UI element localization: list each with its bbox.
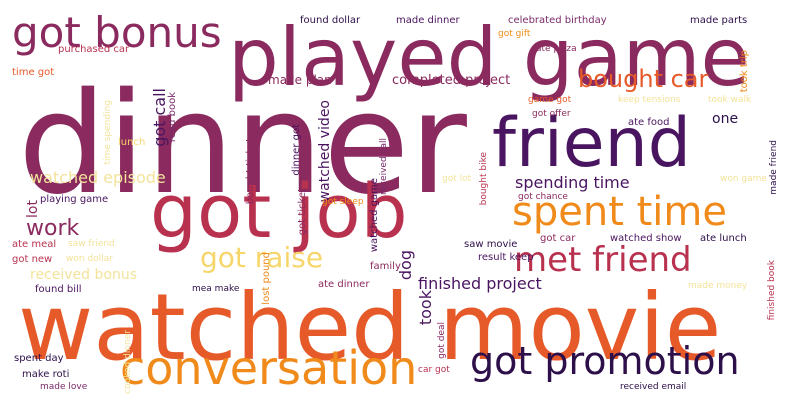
word-got-promotion: got promotion	[470, 339, 740, 383]
word-mea-make: mea make	[192, 284, 240, 294]
word-made-friend: made friend	[769, 140, 779, 195]
word-made-love: made love	[40, 382, 88, 392]
word-make-roti: make roti	[22, 369, 70, 380]
word-won-dollar: won dollar	[66, 254, 113, 264]
word-friend: friend	[492, 104, 691, 183]
word-took: took	[416, 290, 435, 326]
word-game-got: game got	[528, 95, 572, 105]
word-cooked-dinner: cooked dinner	[123, 330, 133, 394]
word-saw-movie: saw movie	[464, 239, 518, 250]
word-got-new: got new	[12, 254, 53, 265]
word-got-job: got job	[150, 169, 408, 255]
word-bought-bike: bought bike	[479, 152, 489, 206]
word-spent-day: spent day	[14, 353, 64, 364]
word-got-chance: got chance	[518, 192, 568, 202]
word-got-deal: got deal	[437, 322, 447, 359]
word-received-bonus: received bonus	[30, 267, 137, 283]
word-made-parts: made parts	[690, 15, 748, 26]
word-got-offer: got offer	[532, 109, 571, 119]
word-received-email: received email	[620, 382, 687, 392]
word-took-walk: took walk	[708, 95, 752, 105]
word-finished-book: finished book	[767, 260, 777, 321]
word-got-ticket: got ticket	[297, 188, 308, 236]
word-ate-food: ate food	[628, 117, 670, 128]
word-watched-game: watched game	[369, 178, 380, 253]
word-got-gift: got gift	[498, 29, 531, 39]
word-family: family	[370, 261, 401, 272]
word-purchased-car: purchased car	[58, 44, 130, 55]
word-finished-project: finished project	[418, 274, 542, 293]
word-got-car: got car	[540, 233, 576, 244]
word-played-game: played game	[228, 11, 750, 104]
word-watched-video: watched video	[317, 100, 333, 203]
word-keep-tensions: keep tensions	[618, 95, 681, 105]
word-lunch: lunch	[118, 137, 146, 148]
word-result-keep: result keep	[478, 252, 534, 263]
word-dinner-got: dinner got	[291, 124, 302, 176]
word-watched-movie: watched movie	[18, 274, 722, 381]
word-watched-episode: watched episode	[30, 168, 166, 187]
word-ate-dinner: ate dinner	[318, 279, 370, 290]
word-got-raise: got raise	[200, 241, 324, 274]
word-found-bill: found bill	[35, 284, 82, 295]
word-lot: lot	[25, 200, 41, 218]
word-ate-pizza: ate pizza	[536, 44, 577, 54]
word-ate-meal: ate meal	[12, 239, 57, 250]
word-car-got: car got	[418, 365, 450, 375]
word-spent-time: spent time	[512, 189, 727, 235]
word-made-plan: made plan	[268, 73, 332, 87]
word-got-lot: got lot	[442, 174, 472, 184]
word-found-dollar: found dollar	[300, 15, 361, 26]
word-got-sleep: got sleep	[322, 197, 364, 207]
word-made-money: made money	[688, 281, 748, 291]
word-spending-time: spending time	[515, 173, 630, 192]
word-got-call: got call	[150, 88, 169, 147]
word-completed-project: completed project	[392, 73, 511, 88]
word-received-call: received call	[379, 138, 389, 195]
word-celebrated-birthday: celebrated birthday	[508, 15, 607, 26]
word-ate-lunch: ate lunch	[700, 233, 747, 244]
word-got-bonus: got bonus	[12, 8, 222, 57]
word-made-dinner: made dinner	[396, 15, 460, 26]
word-took-trip: took trip	[739, 50, 750, 93]
word-conversation: conversation	[120, 341, 418, 395]
word-work: work	[26, 216, 80, 241]
word-watched-show: watched show	[610, 233, 682, 244]
word-won-game: won game	[720, 174, 767, 184]
word-dinner: dinner	[18, 63, 467, 226]
word-read-book: read book	[167, 92, 178, 143]
word-bought-car: bought car	[578, 65, 709, 93]
word-playing-game: playing game	[40, 194, 109, 205]
word-time-spending: time spending	[103, 100, 113, 165]
word-bought-ticket: bought ticket	[245, 138, 256, 205]
word-lost-pound: lost pound	[261, 252, 272, 305]
word-met-friend: met friend	[514, 240, 692, 280]
word-time-got: time got	[12, 67, 55, 78]
word-one: one	[712, 111, 739, 127]
word-saw-friend: saw friend	[68, 239, 115, 249]
